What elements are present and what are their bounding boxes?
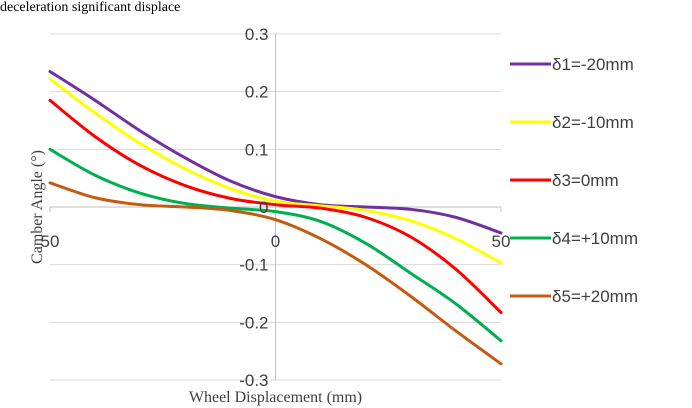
series-lines (48, 69, 503, 366)
y-tick-labels: 0.3 0.2 0.1 0 -0.1 -0.2 -0.3 (239, 25, 268, 390)
y-tick-label: 0.1 (245, 140, 269, 159)
x-tick-label: 50 (492, 232, 511, 251)
y-tick-label: -0.2 (239, 313, 268, 332)
y-tick-label: 0.3 (245, 25, 269, 44)
axes (49, 34, 502, 380)
y-tick-label: -0.1 (239, 256, 268, 275)
legend: δ1=-20mm δ2=-10mm δ3=0mm δ4=+10mm δ5=+20mm (510, 55, 638, 306)
series-line-5 (48, 181, 503, 366)
x-tick-label: 0 (271, 232, 280, 251)
legend-label: δ3=0mm (552, 171, 619, 190)
legend-label: δ2=-10mm (552, 113, 634, 132)
series-line-1 (48, 69, 503, 235)
series-line-2 (48, 77, 503, 265)
series-line-4 (48, 147, 503, 343)
y-tick-label: -0.3 (239, 371, 268, 390)
y-tick-label: 0 (259, 198, 268, 217)
x-axis-title: Wheel Displacement (mm) (189, 389, 362, 406)
series-line-3 (48, 98, 503, 315)
top-caption: deceleration significant displace (0, 0, 180, 15)
y-tick-label: 0.2 (245, 83, 269, 102)
legend-label: δ5=+20mm (552, 287, 638, 306)
legend-label: δ1=-20mm (552, 55, 634, 74)
y-axis-title: Camber Angle (°) (29, 150, 46, 264)
legend-label: δ4=+10mm (552, 229, 638, 248)
x-tick-label: 50 (41, 232, 60, 251)
x-tick-labels: 50 0 50 (41, 232, 511, 251)
